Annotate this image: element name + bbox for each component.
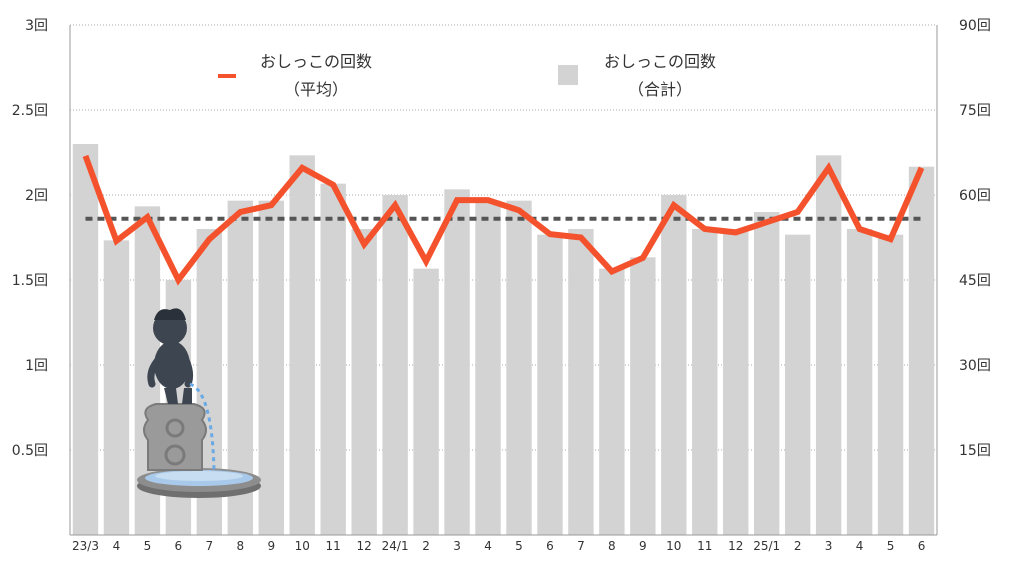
bar	[846, 229, 873, 535]
legend-average-label-line2: （平均）	[284, 80, 348, 99]
bar	[815, 155, 842, 536]
bar	[630, 257, 656, 535]
bar	[103, 240, 130, 536]
x-tick-label: 10	[295, 539, 310, 553]
manneken-pis-illustration	[137, 308, 261, 498]
x-tick-label: 24/1	[382, 539, 409, 553]
bar	[661, 195, 687, 535]
x-tick-label: 2	[422, 539, 430, 553]
x-tick-label: 9	[639, 539, 647, 553]
y-right-tick-label: 90回	[959, 18, 991, 34]
x-tick-label: 3	[825, 539, 833, 553]
y-right-tick-label: 60回	[959, 188, 991, 204]
line-layer	[82, 154, 925, 286]
bar	[289, 155, 315, 536]
bar	[692, 229, 718, 535]
legend-average-label-line1: おしっこの回数	[260, 52, 372, 71]
legend-total-label-line2: （合計）	[628, 80, 692, 99]
x-tick-label: 25/1	[753, 539, 780, 553]
x-tick-label: 10	[666, 539, 681, 553]
x-tick-label: 5	[515, 539, 523, 553]
y-right-tick-label: 15回	[959, 443, 991, 459]
x-tick-label: 8	[608, 539, 616, 553]
bar	[320, 183, 346, 535]
x-tick-label: 2	[794, 539, 802, 553]
bar	[908, 166, 935, 535]
x-tick-label: 4	[856, 539, 864, 553]
x-tick-label: 23/3	[72, 539, 99, 553]
bar	[475, 200, 501, 535]
y-right-tick-label: 75回	[959, 103, 991, 119]
x-tick-label: 6	[175, 539, 183, 553]
legend-total-label-line1: おしっこの回数	[604, 52, 716, 71]
y-left-tick-label: 1回	[25, 358, 48, 374]
bar	[413, 268, 439, 535]
x-tick-label: 9	[267, 539, 275, 553]
y-left-tick-label: 1.5回	[12, 273, 48, 289]
x-tick-label: 6	[546, 539, 554, 553]
bar	[877, 234, 904, 535]
bar	[506, 200, 532, 535]
x-tick-label: 5	[887, 539, 895, 553]
x-tick-label: 6	[918, 539, 926, 553]
bar	[258, 200, 284, 535]
x-tick-label: 5	[144, 539, 152, 553]
y-left-tick-label: 0.5回	[12, 443, 48, 459]
x-tick-label: 12	[728, 539, 743, 553]
x-tick-label: 8	[236, 539, 244, 553]
bar	[754, 212, 780, 535]
bar	[784, 234, 811, 535]
axes-layer: 0.5回 1回 1.5回 2回 2.5回 3回 15回 30回 45回 60回 75回 90回 23/3…	[12, 18, 991, 553]
bar	[72, 144, 99, 535]
x-tick-label: 11	[697, 539, 712, 553]
average-line	[82, 154, 925, 286]
y-right-tick-label: 30回	[959, 358, 991, 374]
bar	[568, 229, 594, 535]
y-left-tick-label: 2.5回	[12, 103, 48, 119]
bar	[351, 229, 377, 535]
legend: おしっこの回数 （平均） おしっこの回数 （合計）	[218, 52, 716, 99]
x-tick-label: 4	[113, 539, 121, 553]
y-left-tick-label: 3回	[25, 18, 48, 34]
x-tick-label: 11	[326, 539, 341, 553]
bar	[599, 268, 625, 535]
y-right-tick-label: 45回	[959, 273, 991, 289]
bar	[382, 195, 408, 535]
bar	[723, 229, 749, 535]
legend-total-swatch	[558, 65, 578, 85]
x-tick-label: 4	[484, 539, 492, 553]
x-tick-label: 7	[577, 539, 585, 553]
x-tick-label: 3	[453, 539, 461, 553]
bar	[444, 189, 470, 536]
x-tick-label: 12	[357, 539, 372, 553]
bar	[537, 234, 563, 535]
x-tick-label: 7	[206, 539, 214, 553]
y-left-tick-label: 2回	[25, 188, 48, 204]
